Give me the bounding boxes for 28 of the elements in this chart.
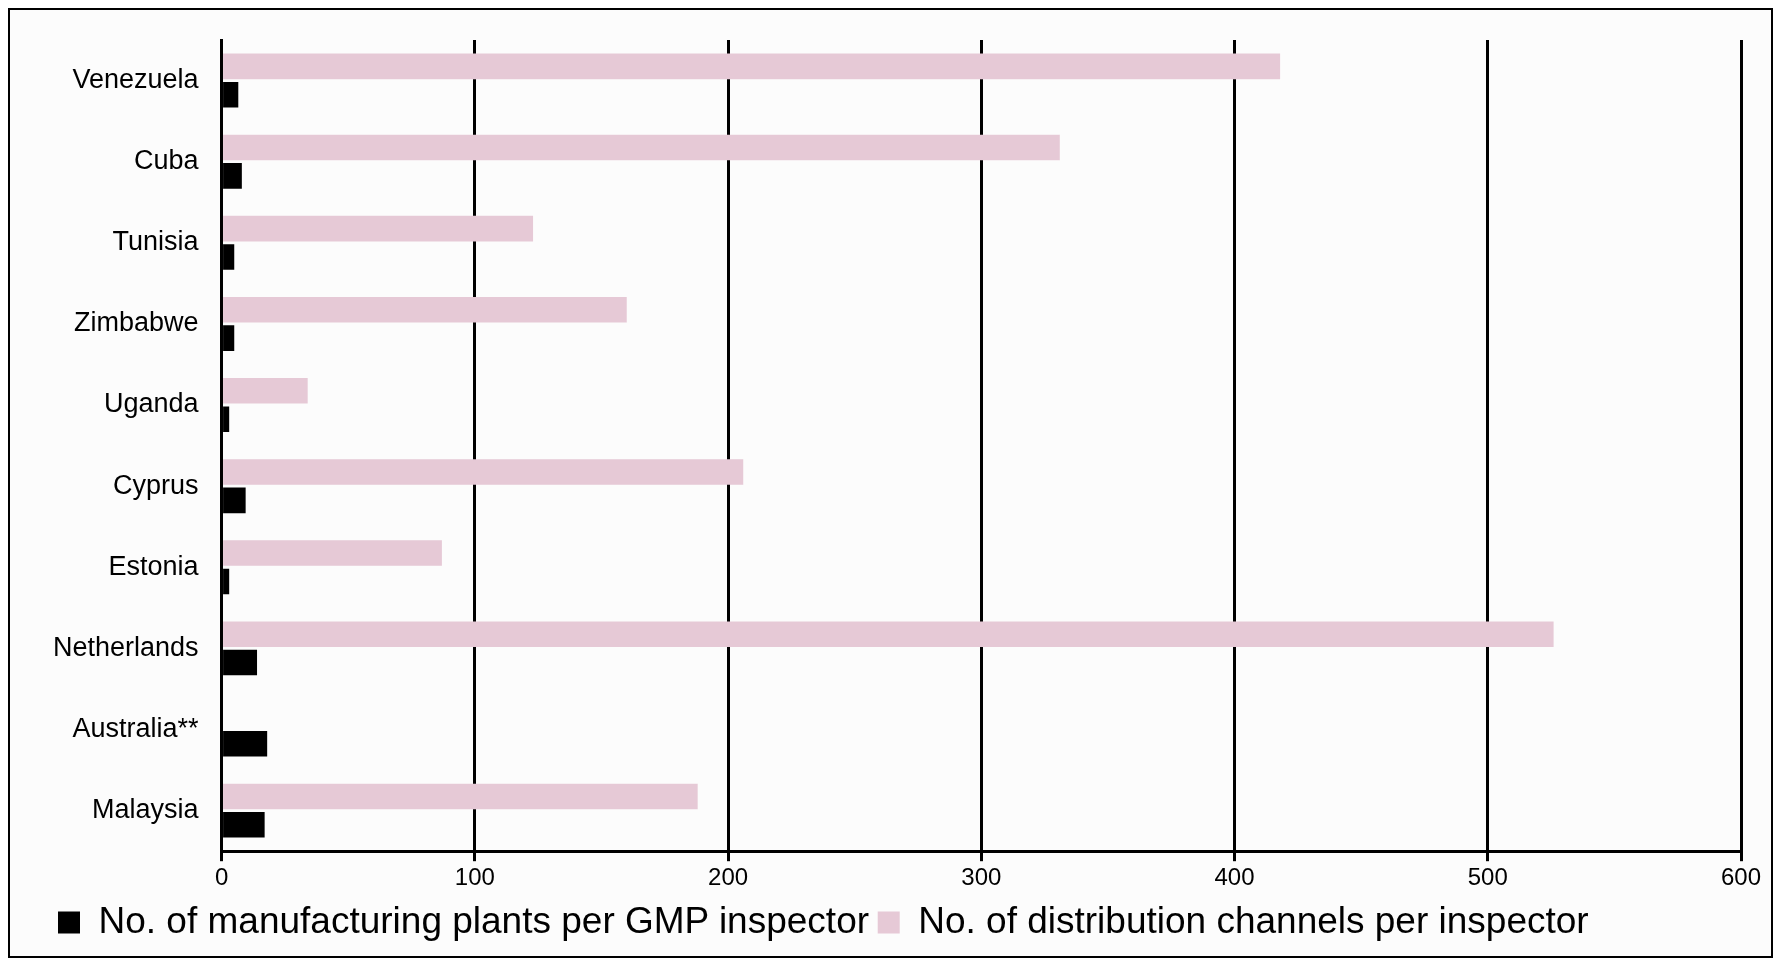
bar [223, 621, 1554, 647]
x-tick-label: 100 [454, 863, 495, 891]
x-tick-label: 300 [961, 863, 1002, 891]
bar [223, 134, 1060, 161]
x-tick-label: 400 [1214, 863, 1255, 891]
y-tick-label: Tunisia [112, 226, 200, 257]
y-tick-label: Cyprus [113, 469, 199, 500]
y-tick-label: Venezuela [72, 64, 200, 95]
legend-label: No. of manufacturing plants per GMP inspector [98, 899, 870, 941]
bar [223, 540, 442, 566]
bar [223, 783, 698, 810]
y-tick-label: Netherlands [52, 631, 199, 662]
x-tick-label: 0 [214, 863, 229, 891]
bar [223, 378, 308, 404]
legend-label: No. of distribution channels per inspector [918, 899, 1589, 941]
bar [223, 53, 1281, 80]
bar [223, 296, 627, 323]
bar [223, 459, 744, 485]
bar [223, 215, 534, 242]
y-tick-label: Estonia [108, 550, 200, 581]
y-tick-label: Zimbabwe [74, 307, 199, 338]
y-tick-label: Malaysia [92, 794, 200, 825]
x-tick-label: 200 [708, 863, 749, 891]
x-tick-label: 600 [1720, 863, 1762, 891]
y-tick-label: Australia** [72, 712, 200, 743]
y-tick-label: Cuba [134, 145, 200, 176]
y-tick-label: Uganda [103, 388, 200, 419]
x-tick-label: 500 [1467, 863, 1508, 891]
